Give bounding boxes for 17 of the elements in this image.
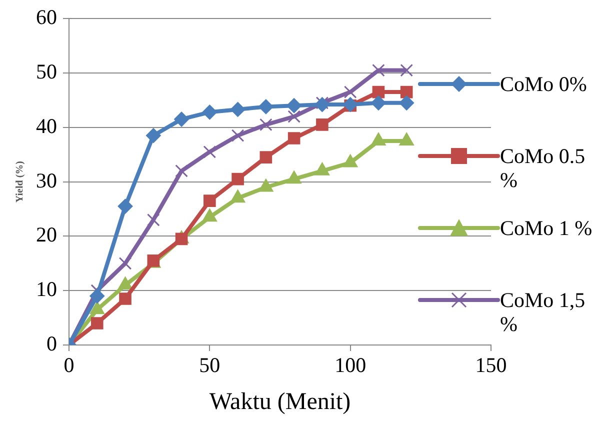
x-tick-label: 100 [334, 353, 366, 378]
legend-label: CoMo 1 % [500, 216, 594, 240]
legend-label: CoMo 0% [500, 72, 588, 96]
y-tick-label: 10 [36, 277, 57, 302]
y-tick-label: 50 [36, 60, 57, 84]
y-tick-label: 0 [46, 332, 57, 356]
y-tick-label: 60 [36, 5, 57, 30]
y-tick-label: 20 [36, 222, 57, 247]
y-tick-label: 40 [36, 114, 57, 138]
y-tick-label: 30 [36, 168, 57, 192]
x-axis-title: Waktu (Menit) [209, 388, 351, 415]
x-tick-label: 50 [199, 353, 220, 378]
x-tick-label: 150 [475, 353, 507, 378]
legend-label: CoMo 1,5 % [500, 288, 586, 336]
legend-label: CoMo 0.5 % [500, 144, 586, 192]
y-axis-title: Yield (%) [14, 161, 26, 203]
x-tick-label: 0 [64, 353, 74, 378]
